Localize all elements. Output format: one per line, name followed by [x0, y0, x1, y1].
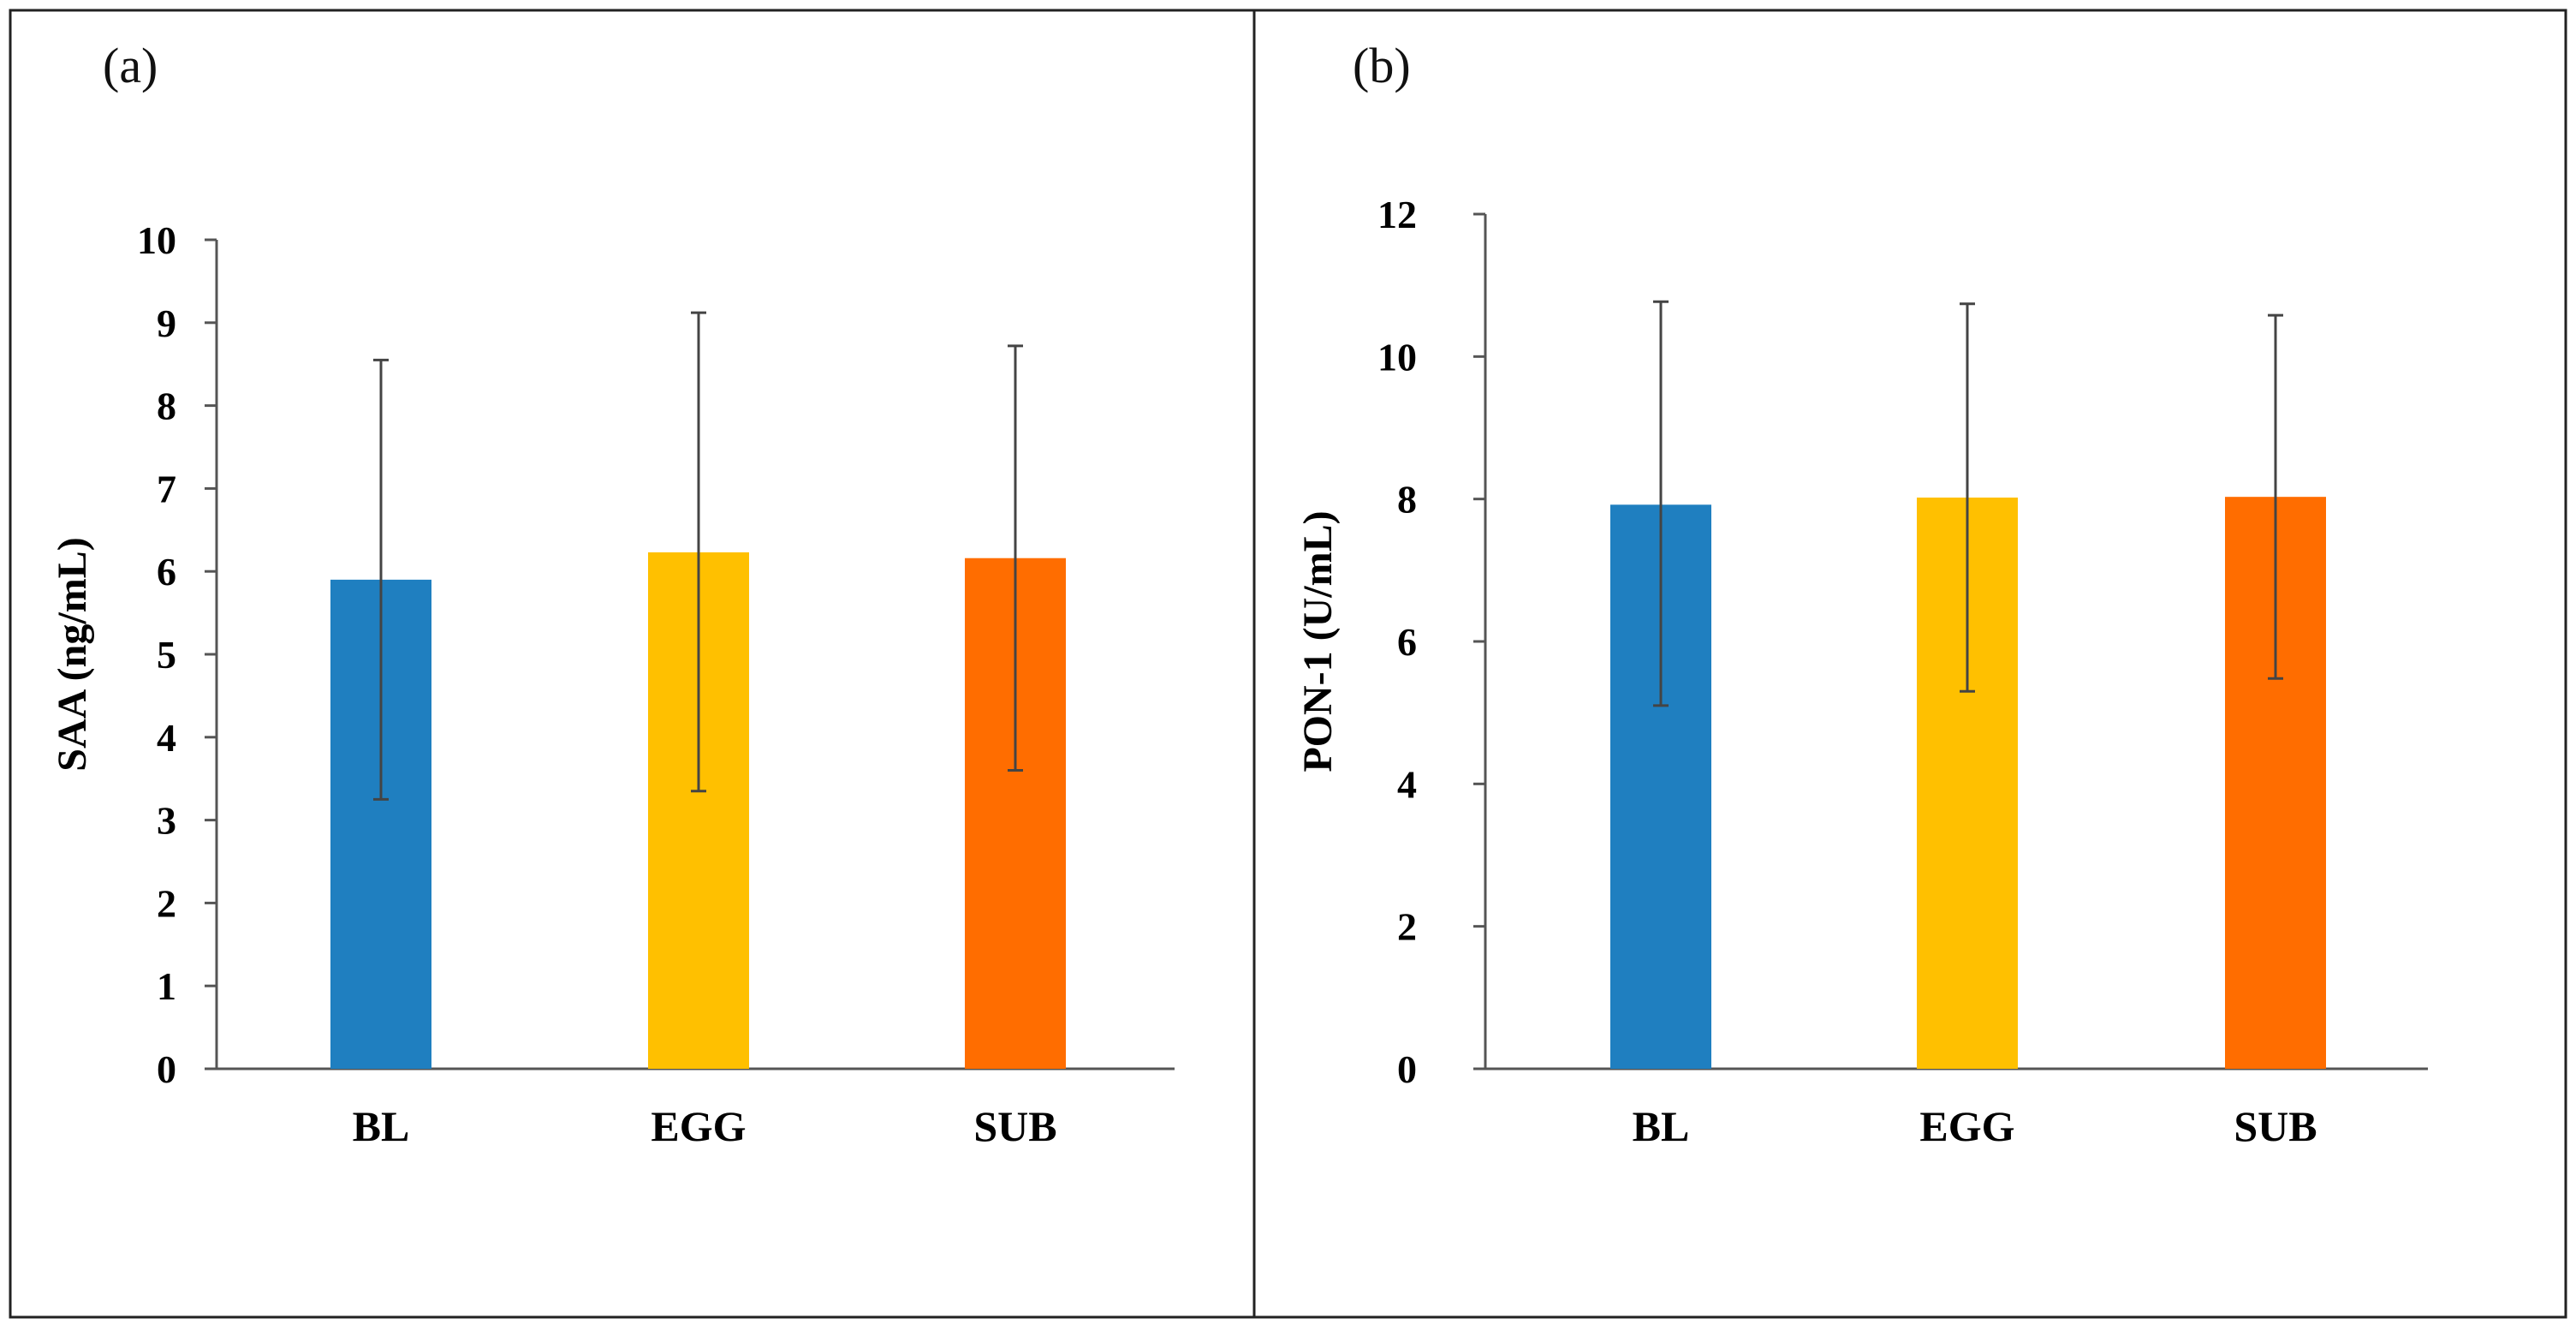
panel-frame-b	[1252, 9, 2567, 1319]
x-category-label: BL	[353, 1102, 410, 1150]
y-tick-label: 2	[1397, 905, 1417, 949]
y-axis-title: SAA (ng/mL)	[50, 537, 95, 771]
y-tick-label: 3	[157, 799, 176, 843]
x-category-label: EGG	[1919, 1102, 2014, 1150]
x-category-label: BL	[1633, 1102, 1690, 1150]
y-tick-label: 0	[157, 1047, 176, 1091]
chart-panel-b: (b) 0 2 4 6 8 10 12 BL EGG SUB PON-1 (U/mL)	[1295, 38, 2428, 1150]
y-tick-label: 9	[157, 301, 176, 345]
y-tick-label: 2	[157, 881, 176, 925]
y-tick-label: 6	[157, 550, 176, 593]
y-tick-label: 0	[1397, 1047, 1417, 1091]
y-tick-label: 10	[137, 218, 176, 262]
chart-panel-a: (a) 0 1 2 3 4 5 6 7 8 9 10 BL EGG SUB SAA (ng/mL)	[50, 38, 1175, 1150]
y-tick-label: 1	[157, 964, 176, 1008]
y-tick-label: 7	[157, 467, 176, 510]
x-category-label: SUB	[973, 1102, 1056, 1150]
panel-frame-a	[9, 9, 1256, 1319]
x-category-label: EGG	[651, 1102, 746, 1150]
y-tick-label: 5	[157, 633, 176, 677]
y-tick-label: 12	[1377, 193, 1417, 236]
y-tick-label: 4	[157, 716, 176, 760]
y-tick-label: 4	[1397, 762, 1417, 806]
y-axis-title: PON-1 (U/mL)	[1295, 510, 1341, 772]
y-tick-label: 8	[157, 385, 176, 428]
y-tick-label: 6	[1397, 620, 1417, 664]
y-tick-label: 8	[1397, 478, 1417, 522]
panel-label: (a)	[103, 38, 158, 93]
x-category-label: SUB	[2234, 1102, 2317, 1150]
panel-label: (b)	[1353, 38, 1411, 93]
y-tick-label: 10	[1377, 335, 1417, 379]
